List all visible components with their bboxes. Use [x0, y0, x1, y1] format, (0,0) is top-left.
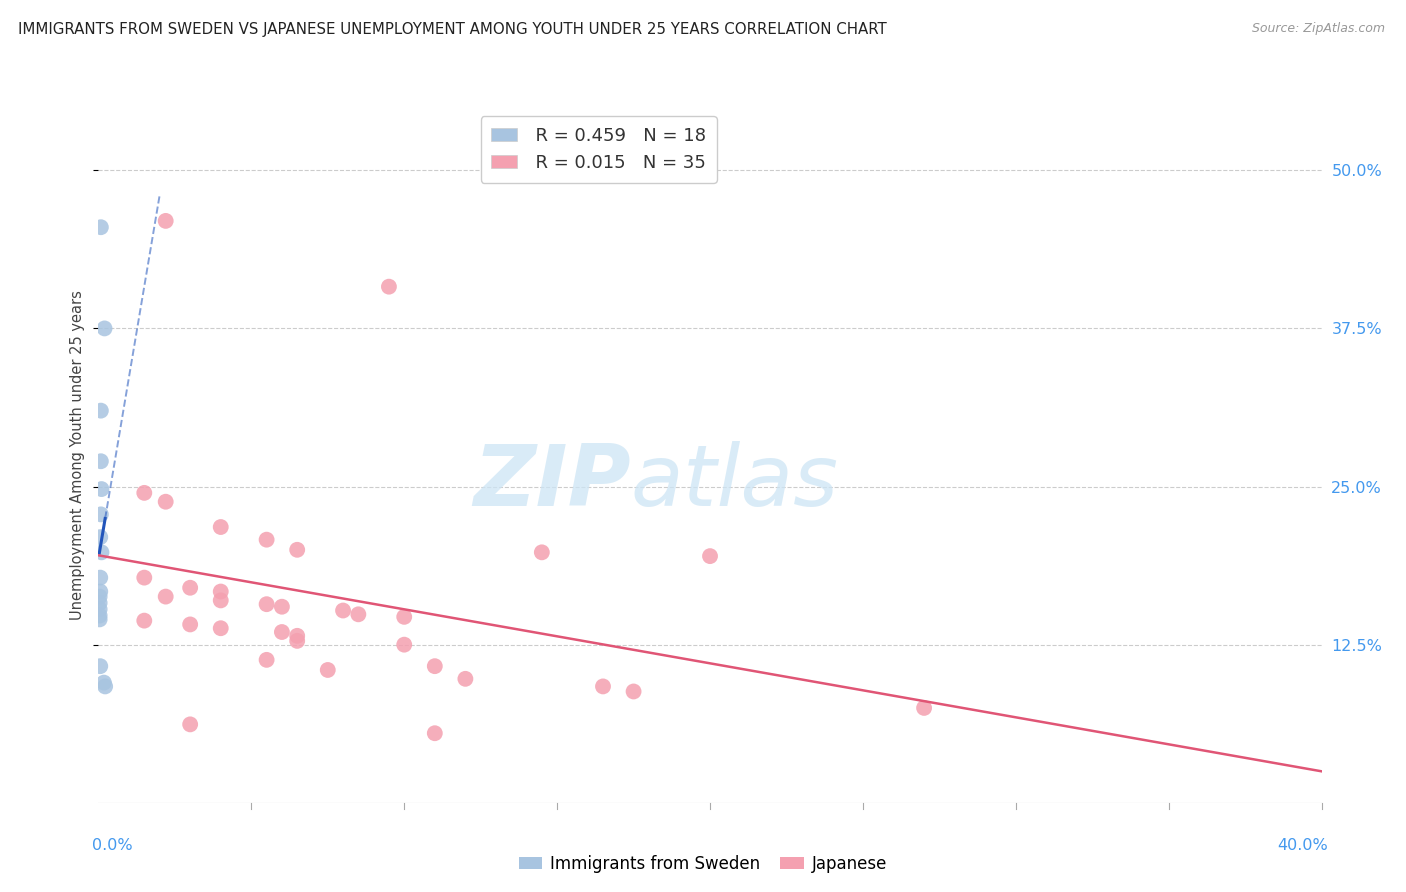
Point: [89, 596, 111, 610]
Point: [423, 659, 446, 673]
Text: 40.0%: 40.0%: [1277, 838, 1327, 854]
Point: [912, 701, 935, 715]
Point: [378, 279, 401, 293]
Point: [270, 625, 292, 640]
Point: [90, 508, 112, 522]
Point: [134, 486, 156, 500]
Point: [209, 584, 232, 599]
Point: [454, 672, 477, 686]
Y-axis label: Unemployment Among Youth under 25 years: Unemployment Among Youth under 25 years: [70, 290, 86, 620]
Text: ZIP: ZIP: [472, 442, 630, 524]
Point: [316, 663, 339, 677]
Point: [179, 581, 201, 595]
Point: [256, 597, 278, 611]
Point: [699, 549, 721, 563]
Point: [209, 593, 232, 607]
Point: [89, 659, 111, 673]
Point: [89, 584, 111, 599]
Point: [89, 590, 111, 604]
Point: [155, 590, 177, 604]
Point: [209, 621, 232, 635]
Point: [93, 675, 115, 690]
Point: [392, 638, 416, 652]
Text: atlas: atlas: [630, 442, 838, 524]
Point: [155, 214, 177, 228]
Point: [89, 530, 111, 544]
Point: [347, 607, 370, 622]
Legend: Immigrants from Sweden, Japanese: Immigrants from Sweden, Japanese: [512, 848, 894, 880]
Point: [90, 482, 112, 496]
Point: [530, 545, 553, 559]
Point: [256, 533, 278, 547]
Text: 0.0%: 0.0%: [93, 838, 134, 854]
Point: [332, 603, 354, 617]
Point: [93, 321, 115, 335]
Point: [270, 599, 292, 614]
Point: [285, 633, 308, 648]
Point: [285, 629, 308, 643]
Point: [179, 617, 201, 632]
Point: [179, 717, 201, 731]
Point: [94, 680, 117, 694]
Point: [90, 220, 112, 235]
Point: [285, 542, 308, 557]
Point: [89, 571, 111, 585]
Point: [256, 653, 278, 667]
Point: [392, 610, 416, 624]
Point: [134, 571, 156, 585]
Point: [623, 684, 645, 698]
Point: [155, 494, 177, 508]
Point: [90, 454, 112, 468]
Legend:   R = 0.459   N = 18,   R = 0.015   N = 35: R = 0.459 N = 18, R = 0.015 N = 35: [481, 116, 717, 183]
Point: [592, 680, 614, 694]
Point: [209, 520, 232, 534]
Point: [90, 403, 112, 417]
Point: [89, 612, 111, 626]
Point: [89, 608, 111, 623]
Text: IMMIGRANTS FROM SWEDEN VS JAPANESE UNEMPLOYMENT AMONG YOUTH UNDER 25 YEARS CORRE: IMMIGRANTS FROM SWEDEN VS JAPANESE UNEMP…: [18, 22, 887, 37]
Point: [90, 545, 112, 559]
Point: [423, 726, 446, 740]
Point: [89, 602, 111, 616]
Point: [134, 614, 156, 628]
Text: Source: ZipAtlas.com: Source: ZipAtlas.com: [1251, 22, 1385, 36]
